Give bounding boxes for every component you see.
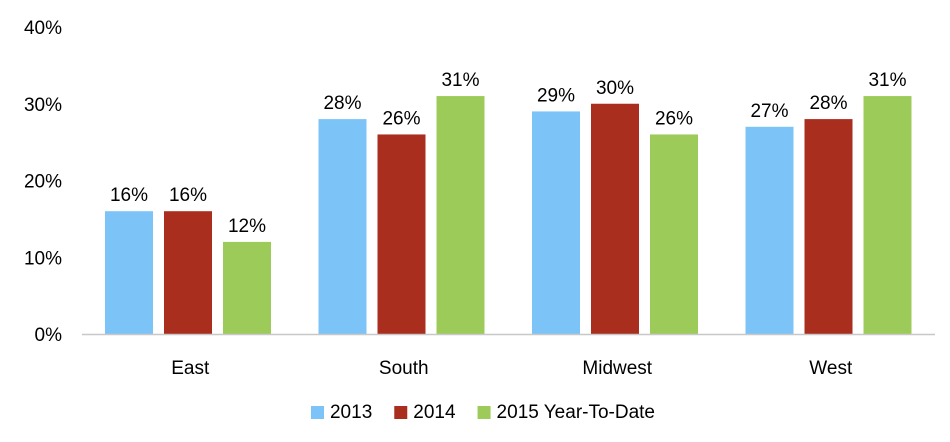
bar-midwest-2013 — [532, 111, 580, 334]
data-label: 12% — [228, 216, 266, 237]
legend-label: 2013 — [330, 402, 372, 423]
bar-south-2014 — [377, 134, 426, 334]
data-label: 27% — [750, 101, 788, 122]
y-tick-label: 40% — [24, 18, 62, 39]
legend-swatch — [394, 406, 408, 419]
bars: 16% 16% 12% 28% 26% 31% 29% 30% 26% 27% 28% 31% — [105, 70, 912, 335]
y-tick-label: 30% — [24, 95, 62, 116]
bar-east-2015 — [223, 241, 271, 334]
bar-east-2014 — [164, 211, 212, 334]
bar-west-2013 — [745, 126, 794, 335]
x-tick-label: South — [379, 358, 429, 379]
y-tick-label: 10% — [24, 248, 62, 269]
bar-south-2013 — [318, 119, 367, 334]
legend-label: 2015 Year-To-Date — [497, 402, 655, 423]
legend-item: 2014 — [394, 402, 456, 423]
data-label: 30% — [596, 78, 634, 99]
x-tick-label: Midwest — [582, 358, 652, 379]
y-tick-label: 0% — [35, 325, 63, 346]
bar-west-2015 — [863, 96, 912, 334]
x-tick-label: West — [809, 358, 853, 379]
data-label: 29% — [537, 85, 575, 106]
data-label: 28% — [809, 93, 847, 114]
legend: 2013 2014 2015 Year-To-Date — [310, 402, 655, 423]
data-label: 26% — [382, 108, 420, 129]
x-tick-label: East — [171, 358, 210, 379]
legend-label: 2014 — [413, 402, 456, 423]
legend-swatch — [310, 406, 324, 419]
bar-east-2013 — [105, 211, 153, 334]
data-label: 31% — [441, 70, 479, 91]
data-label: 16% — [110, 185, 148, 206]
legend-swatch — [477, 406, 491, 419]
legend-item: 2015 Year-To-Date — [477, 402, 655, 423]
data-label: 31% — [868, 70, 906, 91]
data-label: 16% — [169, 185, 207, 206]
bar-west-2014 — [804, 119, 853, 334]
x-axis: East South Midwest West — [82, 333, 935, 379]
bar-midwest-2015 — [650, 134, 698, 334]
legend-item: 2013 — [310, 402, 372, 423]
bar-south-2015 — [436, 96, 485, 334]
y-tick-label: 20% — [24, 172, 62, 193]
bar-midwest-2014 — [591, 103, 639, 334]
data-label: 26% — [655, 108, 693, 129]
y-axis: 0% 10% 20% 30% 40% — [24, 18, 62, 346]
data-label: 28% — [323, 93, 361, 114]
